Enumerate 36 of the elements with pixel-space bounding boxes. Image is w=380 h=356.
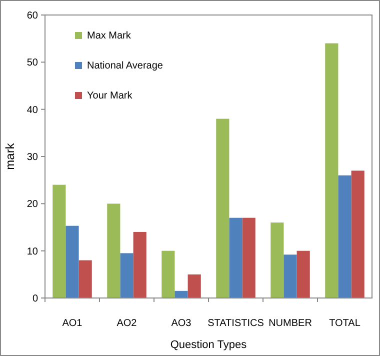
y-tick-label: 10 [26,246,38,258]
x-tick-label: TOTAL [329,318,361,329]
x-tick-label: AO2 [116,318,138,329]
bar [188,274,201,298]
legend-label: Your Mark [87,90,134,102]
legend-label: National Average [87,60,164,72]
bar [66,226,79,298]
y-axis-title: mark [3,142,17,170]
x-axis-title: Question Types [170,339,248,351]
bar [162,250,175,298]
bar [242,218,256,298]
bar [296,250,310,298]
legend-label: Max Mark [87,30,132,42]
x-tick-label: NUMBER [268,318,312,329]
y-tick-label: 0 [32,294,38,304]
x-tick-label: STATISTICS [208,318,264,329]
bar [270,222,284,298]
bar [216,118,230,298]
bar [325,43,338,298]
y-tick-label: 30 [26,152,38,163]
y-tick-label: 20 [26,199,38,210]
x-tick-label: AO3 [171,318,192,329]
y-tick-label: 50 [26,58,38,69]
bar [120,253,134,298]
y-tick-label: 60 [26,10,38,22]
bar [229,218,242,298]
bar [52,184,66,298]
bar [351,170,364,298]
bar [338,175,352,298]
bar [133,232,146,298]
y-tick-label: 40 [26,104,38,116]
bar [78,260,92,298]
x-tick-label: AO1 [62,318,83,329]
bar [284,254,297,298]
bar [107,204,120,298]
bar [174,290,188,298]
